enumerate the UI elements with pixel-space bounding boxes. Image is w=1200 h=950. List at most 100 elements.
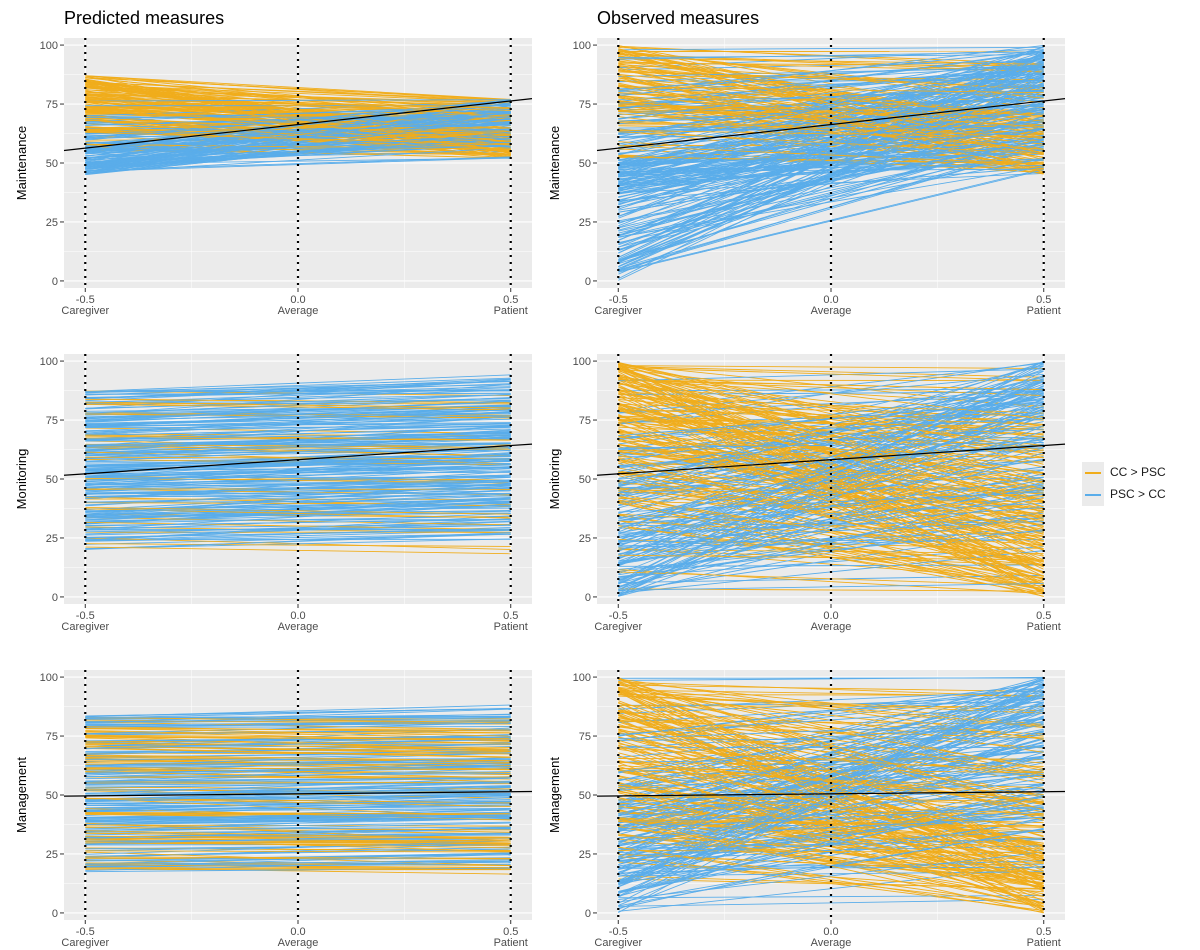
trajectory-line — [618, 378, 1044, 506]
legend-label: PSC > CC — [1110, 487, 1166, 501]
trajectory-line — [85, 86, 511, 107]
trajectory-line — [618, 466, 1044, 522]
trajectory-line — [85, 722, 511, 735]
trajectory-line — [85, 426, 511, 429]
trajectory-line — [618, 86, 1044, 94]
trajectory-line — [618, 496, 1044, 566]
trajectory-line — [85, 460, 511, 477]
x-tick-label: Caregiver — [61, 305, 109, 317]
trajectory-line — [618, 101, 1044, 246]
trajectory-lines — [85, 704, 511, 875]
y-tick-label: 75 — [46, 99, 58, 111]
trajectory-line — [85, 777, 511, 782]
y-tick-label: 50 — [46, 790, 58, 802]
x-tick-label: Caregiver — [61, 937, 109, 949]
trajectory-line — [85, 99, 511, 102]
trajectory-line — [618, 458, 1044, 534]
trajectory-line — [85, 752, 511, 755]
x-tick-label: Patient — [1027, 305, 1061, 317]
trajectory-line — [85, 736, 511, 742]
trajectory-line — [618, 686, 1044, 737]
trajectory-line — [85, 850, 511, 853]
trajectory-line — [618, 368, 1044, 503]
trajectory-line — [85, 822, 511, 833]
trajectory-line — [618, 139, 1044, 174]
trajectory-line — [618, 394, 1044, 509]
trajectory-line — [618, 795, 1044, 894]
trajectory-line — [618, 66, 1044, 119]
trajectory-line — [618, 113, 1044, 150]
trajectory-line — [618, 112, 1044, 185]
y-tick-label: 50 — [46, 474, 58, 486]
trajectory-line — [85, 77, 511, 118]
trajectory-line — [85, 119, 511, 150]
trajectory-line — [85, 763, 511, 778]
trajectory-line — [85, 798, 511, 818]
trajectory-line — [618, 62, 1044, 218]
reference-line — [596, 98, 1066, 152]
trajectory-line — [618, 741, 1044, 861]
trajectory-line — [618, 362, 1044, 591]
trajectory-line — [618, 746, 1044, 908]
y-tick-label: 50 — [579, 158, 591, 170]
trajectory-line — [618, 166, 1044, 238]
trajectory-line — [85, 131, 511, 146]
trajectory-line — [618, 368, 1044, 420]
trajectory-line — [85, 403, 511, 410]
trajectory-line — [618, 408, 1044, 474]
x-tick-label: 0.5 — [1036, 294, 1051, 306]
trajectory-line — [618, 817, 1044, 857]
trajectory-line — [85, 867, 511, 870]
trajectory-line — [618, 95, 1044, 128]
trajectory-line — [618, 122, 1044, 168]
trajectory-line — [618, 111, 1044, 115]
trajectory-line — [85, 758, 511, 760]
trajectory-line — [618, 50, 1044, 173]
y-tick-label: 75 — [46, 731, 58, 743]
trajectory-line — [618, 443, 1044, 512]
trajectory-line — [85, 852, 511, 862]
trajectory-line — [85, 143, 511, 150]
trajectory-line — [85, 721, 511, 731]
trajectory-line — [85, 742, 511, 751]
legend-swatch — [1085, 472, 1101, 474]
trajectory-line — [618, 691, 1044, 913]
reference-line — [63, 98, 533, 152]
trajectory-line — [85, 438, 511, 456]
trajectory-line — [85, 708, 511, 723]
trajectory-line — [85, 517, 511, 526]
y-tick-label: 100 — [40, 356, 58, 368]
trajectory-line — [618, 48, 1044, 150]
trajectory-line — [618, 452, 1044, 590]
trajectory-line — [618, 716, 1044, 798]
trajectory-line — [85, 814, 511, 832]
y-tick-label: 75 — [579, 99, 591, 111]
trajectory-line — [618, 410, 1044, 588]
trajectory-line — [618, 389, 1044, 441]
reference-line — [596, 790, 1066, 797]
trajectory-line — [85, 492, 511, 503]
trajectory-line — [618, 46, 1044, 51]
trajectory-line — [618, 685, 1044, 844]
y-tick-label: 25 — [46, 849, 58, 861]
trajectory-line — [85, 464, 511, 477]
trajectory-line — [85, 838, 511, 842]
y-axis-title: Monitoring — [547, 449, 562, 510]
column-title-observed: Observed measures — [597, 8, 760, 28]
trajectory-line — [85, 481, 511, 490]
trajectory-line — [618, 49, 1044, 92]
column-title-predicted: Predicted measures — [64, 8, 225, 28]
trajectory-line — [85, 481, 511, 488]
y-axis-title: Maintenance — [547, 126, 562, 200]
trajectory-line — [85, 377, 511, 394]
trajectory-line — [85, 412, 511, 421]
trajectory-line — [85, 828, 511, 841]
trajectory-line — [618, 458, 1044, 577]
trajectory-line — [85, 408, 511, 434]
trajectory-line — [618, 374, 1044, 552]
x-tick-label: -0.5 — [609, 610, 628, 622]
trajectory-line — [618, 761, 1044, 801]
trajectory-line — [85, 722, 511, 728]
